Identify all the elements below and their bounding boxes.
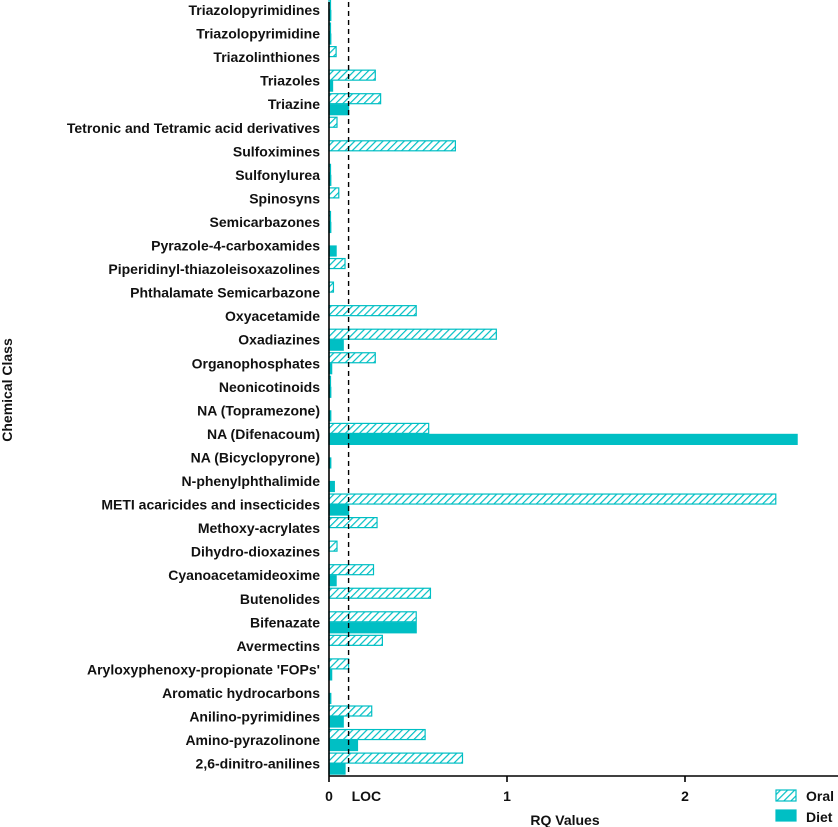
category-label: N-phenylphthalimide (182, 473, 321, 489)
legend-oral-label: Oral (806, 788, 834, 804)
bar-oral (328, 45, 337, 58)
category-label: Sulfonylurea (235, 167, 320, 183)
category-labels: Triazolopyrimidines Triazolopyrimidine Tri… (67, 2, 320, 772)
category-label: Anilino-pyrimidines (189, 709, 320, 725)
x-tick-label: 0 (325, 788, 333, 804)
category-label: Piperidinyl-thiazoleisoxazolines (108, 261, 320, 277)
category-label: Triazolinthiones (213, 49, 320, 65)
category-label: Amino-pyrazolinone (185, 732, 320, 748)
x-ticks: 0 1 2 (325, 776, 689, 804)
category-label: Organophosphates (192, 355, 321, 371)
legend-oral-swatch (775, 789, 797, 802)
bar-oral (328, 587, 432, 599)
bar-oral (328, 658, 350, 670)
bar-diet (328, 480, 335, 493)
category-label: Methoxy-acrylates (198, 520, 320, 536)
legend-diet-swatch (775, 809, 797, 822)
category-label: Dihydro-dioxazines (191, 544, 320, 560)
y-axis-title: Chemical Class (0, 338, 15, 442)
x-tick-label: 2 (681, 788, 689, 804)
bar-diet (328, 575, 337, 587)
bar-oral (328, 305, 417, 317)
bar-oral (328, 728, 426, 741)
category-label: Avermectins (236, 638, 320, 654)
category-label: NA (Topramezone) (197, 402, 320, 418)
bar-oral (328, 540, 338, 552)
bar-oral (328, 705, 373, 717)
category-label: METI acaricides and insecticides (101, 497, 320, 513)
category-label: Neonicotinoids (219, 379, 320, 395)
bar-oral (328, 352, 376, 364)
bar-diet (328, 716, 344, 728)
bar-oral (328, 611, 417, 623)
bar-oral (328, 422, 430, 434)
bar-oral (328, 116, 338, 128)
category-label: 2,6-dinitro-anilines (196, 756, 321, 772)
bar-diet (328, 339, 344, 351)
bar-oral (328, 257, 346, 270)
bars-layer (328, 0, 798, 775)
x-tick-label: 1 (503, 788, 511, 804)
bar-diet (328, 739, 359, 752)
category-label: Triazolopyrimidines (189, 2, 321, 18)
category-label: NA (Difenacoum) (207, 426, 320, 442)
bar-diet (328, 622, 417, 634)
bar-oral (328, 564, 375, 576)
category-label: Tetronic and Tetramic acid derivatives (67, 120, 320, 136)
category-label: Oxyacetamide (225, 308, 320, 324)
category-label: Oxadiazines (238, 332, 320, 348)
bar-diet (328, 104, 350, 116)
bar-oral (328, 69, 376, 81)
category-label: Pyrazole-4-carboxamides (151, 238, 320, 254)
category-label: Butenolides (240, 591, 320, 607)
category-label: Cyanoacetamideoxime (168, 567, 320, 583)
bar-diet (328, 245, 337, 257)
bar-diet (328, 433, 798, 445)
category-label: Semicarbazones (210, 214, 321, 230)
category-label: Aromatic hydrocarbons (162, 685, 320, 701)
x-axis-title: RQ Values (530, 812, 599, 827)
bar-diet (328, 504, 350, 516)
legend: Oral Diet (775, 788, 834, 825)
bar-oral (328, 493, 777, 505)
category-label: Bifenazate (250, 614, 320, 630)
bar-oral (328, 516, 378, 529)
category-label: Phthalamate Semicarbazone (130, 285, 320, 301)
category-label: Spinosyns (249, 190, 320, 206)
category-label: NA (Bicyclopyrone) (191, 449, 320, 465)
legend-diet-label: Diet (806, 809, 833, 825)
bar-diet (328, 763, 346, 775)
bar-oral (328, 328, 497, 340)
bar-oral (328, 634, 384, 646)
category-label: Aryloxyphenoxy-propionate 'FOPs' (87, 661, 320, 677)
bar-oral (328, 187, 340, 199)
loc-label: LOC (352, 788, 382, 804)
bar-oral (328, 93, 382, 105)
category-label: Sulfoximines (233, 143, 320, 159)
category-label: Triazoles (260, 73, 320, 89)
category-label: Triazolopyrimidine (196, 26, 320, 42)
category-label: Triazine (268, 96, 320, 112)
